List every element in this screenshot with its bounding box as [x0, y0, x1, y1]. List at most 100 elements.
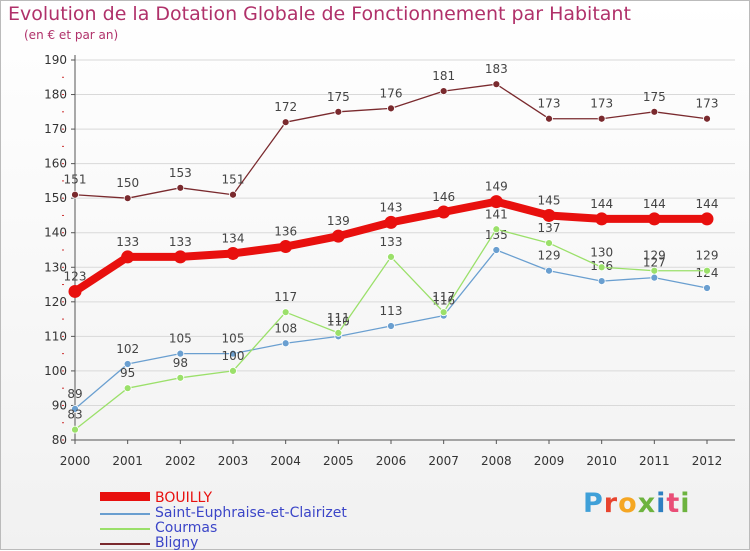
data-point [71, 425, 79, 434]
data-label: 105 [169, 332, 192, 346]
data-label: 141 [485, 207, 508, 221]
data-point [384, 215, 398, 229]
y-tick-label: 170 [44, 122, 67, 136]
data-label: 127 [643, 256, 666, 270]
data-point [387, 253, 395, 261]
data-label: 129 [696, 249, 719, 263]
data-label: 108 [274, 321, 297, 335]
y-tick-label: 80 [52, 433, 67, 447]
data-point [229, 349, 237, 358]
legend-label: Courmas [155, 520, 218, 536]
data-point [650, 107, 659, 116]
data-point [71, 190, 79, 199]
data-point [492, 80, 501, 89]
data-point [703, 114, 711, 123]
x-tick-label: 2007 [428, 454, 459, 468]
y-tick-label: 110 [44, 329, 67, 343]
data-label: 105 [222, 332, 245, 346]
x-tick-label: 2006 [376, 454, 407, 468]
y-tick-label: 150 [44, 191, 67, 205]
data-point [176, 349, 185, 358]
data-label: 144 [590, 197, 613, 211]
data-label: 153 [169, 166, 192, 180]
data-point [647, 212, 661, 226]
data-point [387, 104, 395, 113]
data-label: 150 [116, 176, 139, 190]
data-point [597, 114, 606, 123]
data-point [387, 322, 395, 330]
data-label: 133 [380, 235, 403, 249]
data-label: 183 [485, 62, 508, 76]
data-point [331, 229, 345, 243]
data-point [703, 284, 711, 292]
data-point [650, 273, 659, 282]
x-tick-label: 2009 [534, 454, 565, 468]
data-point [226, 246, 240, 260]
data-point [176, 373, 185, 382]
data-point [71, 405, 79, 413]
data-label: 144 [696, 197, 719, 211]
data-point [279, 240, 293, 254]
data-point [121, 250, 135, 264]
data-point [439, 308, 448, 317]
x-tick-label: 2005 [323, 454, 354, 468]
data-point [700, 212, 714, 226]
data-point [437, 205, 451, 219]
data-point [334, 329, 343, 337]
data-point [545, 114, 553, 123]
y-tick-label: 100 [44, 364, 67, 378]
data-label: 89 [67, 387, 82, 401]
data-point [595, 212, 609, 226]
data-label: 173 [590, 97, 613, 111]
data-label: 117 [274, 290, 297, 304]
data-point [545, 239, 553, 247]
chart-subtitle: (en € et par an) [24, 28, 119, 42]
x-tick-label: 2004 [270, 454, 301, 468]
data-point [492, 225, 501, 234]
data-point [123, 194, 132, 203]
data-label: 123 [64, 269, 87, 283]
y-tick-label: 130 [44, 260, 67, 274]
y-tick-label: 190 [44, 53, 67, 67]
data-point [68, 284, 82, 298]
data-point [123, 384, 132, 393]
chart-title: Evolution de la Dotation Globale de Fonc… [8, 3, 631, 25]
data-label: 143 [380, 200, 403, 214]
data-point [650, 266, 659, 275]
x-tick-label: 2008 [481, 454, 512, 468]
data-label: 137 [538, 221, 561, 235]
data-label: 136 [274, 225, 297, 239]
data-label: 151 [64, 173, 87, 187]
legend-swatch [100, 492, 150, 501]
data-point [542, 208, 556, 222]
data-point [334, 107, 343, 116]
y-tick-label: 140 [44, 226, 67, 240]
data-point [545, 266, 553, 275]
data-point [492, 246, 501, 254]
data-point [281, 118, 290, 127]
y-tick-label: 160 [44, 157, 67, 171]
data-label: 149 [485, 180, 508, 194]
data-label: 175 [327, 90, 350, 104]
data-point [229, 367, 237, 375]
data-point [439, 87, 448, 95]
y-tick-label: 120 [44, 295, 67, 309]
data-label: 181 [432, 69, 455, 83]
data-point [489, 195, 503, 209]
data-label: 144 [643, 197, 666, 211]
data-point [123, 360, 132, 368]
data-label: 117 [432, 290, 455, 304]
data-point [703, 266, 711, 275]
x-tick-label: 2003 [218, 454, 249, 468]
x-tick-label: 2001 [112, 454, 143, 468]
data-label: 145 [538, 193, 561, 207]
data-label: 98 [173, 356, 188, 370]
data-label: 134 [222, 231, 245, 245]
data-label: 173 [538, 97, 561, 111]
data-label: 113 [380, 304, 403, 318]
data-point [281, 339, 290, 348]
data-label: 129 [538, 249, 561, 263]
data-label: 100 [222, 349, 245, 363]
data-point [173, 250, 187, 264]
